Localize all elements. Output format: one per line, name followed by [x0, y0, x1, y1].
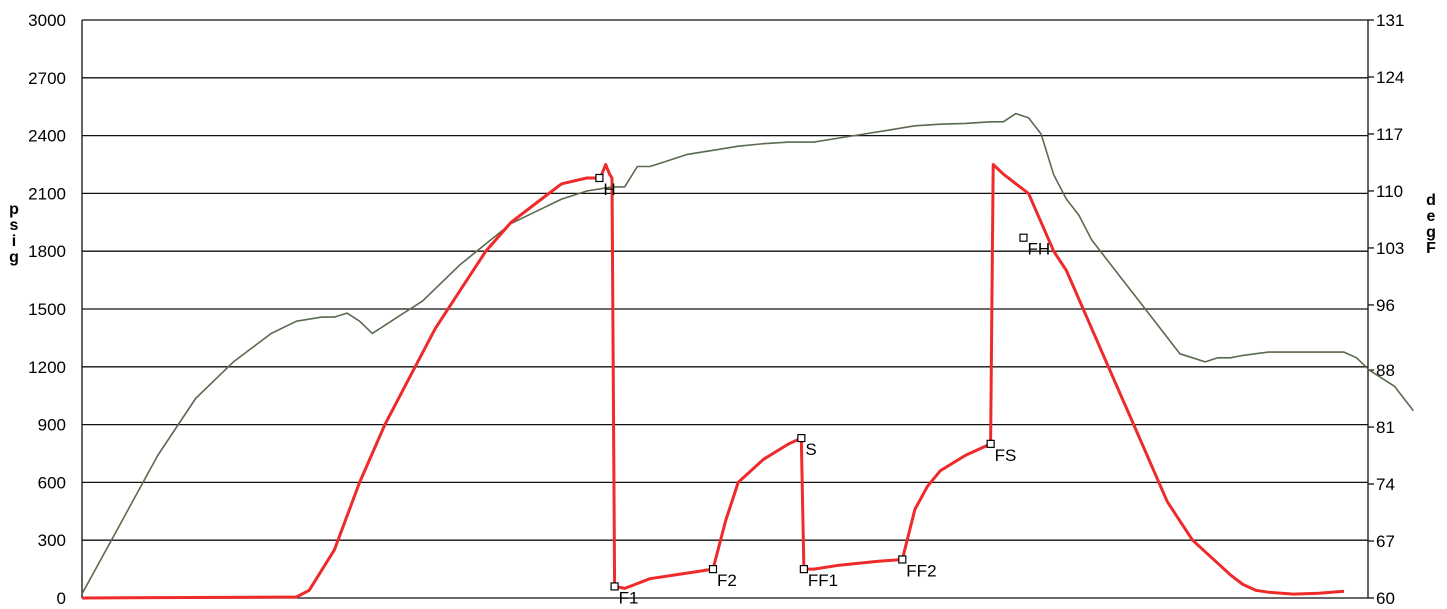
marker-label: FF2 — [906, 561, 936, 580]
left-tick-label: 1800 — [28, 242, 66, 261]
marker-square — [898, 555, 907, 564]
right-tick-label: 74 — [1376, 475, 1395, 494]
left-tick-label: 0 — [57, 589, 66, 608]
marker-square — [1019, 233, 1028, 242]
left-tick-label: 1500 — [28, 300, 66, 319]
left-tick-label: 600 — [38, 473, 66, 492]
marker-square — [708, 564, 718, 574]
marker-label: FH — [1027, 240, 1050, 259]
right-tick-label: 131 — [1376, 11, 1404, 30]
grid-lines — [81, 19, 1369, 599]
marker-square — [799, 564, 808, 574]
left-tick-label: 300 — [38, 531, 66, 550]
right-tick-label: 81 — [1376, 418, 1395, 437]
right-axis-ticks: 60 67 74 81 88 96 103 110 117 124 131 — [1368, 11, 1404, 608]
left-tick-label: 900 — [38, 416, 66, 435]
marker-square — [797, 433, 806, 443]
marker-label: S — [805, 440, 816, 459]
right-tick-label: 60 — [1376, 589, 1395, 608]
temperature-series-line — [81, 112, 1415, 595]
right-tick-label: 117 — [1376, 125, 1403, 144]
left-tick-label: 2700 — [28, 69, 66, 88]
series-group — [81, 112, 1415, 600]
pressure-series-line — [81, 163, 1345, 600]
marker-label: FS — [995, 446, 1017, 465]
right-tick-label: 124 — [1376, 68, 1404, 87]
left-tick-label: 2400 — [28, 127, 66, 146]
axis-labels: p s i g d e g F — [9, 192, 1436, 266]
left-tick-label: 3000 — [28, 11, 66, 30]
right-tick-label: 103 — [1376, 239, 1404, 258]
left-axis-ticks: 0 300 600 900 1200 1500 1800 2100 2400 2700 3000 — [28, 11, 66, 608]
marker-label: F1 — [619, 588, 639, 607]
right-tick-label: 67 — [1376, 532, 1395, 551]
event-markers: H F1 F2 S FF1 FF2 FS FH — [595, 173, 1050, 607]
right-tick-label: 96 — [1376, 296, 1395, 315]
marker-label: H — [603, 180, 615, 199]
right-tick-label: 110 — [1376, 182, 1403, 201]
marker-label: FF1 — [808, 571, 838, 590]
marker-label: F2 — [717, 571, 737, 590]
marker-square — [595, 173, 604, 183]
marker-square — [986, 439, 995, 448]
marker-square — [610, 582, 619, 591]
right-tick-label: 88 — [1376, 361, 1395, 380]
left-tick-label: 1200 — [28, 358, 66, 377]
left-tick-label: 2100 — [28, 184, 66, 203]
